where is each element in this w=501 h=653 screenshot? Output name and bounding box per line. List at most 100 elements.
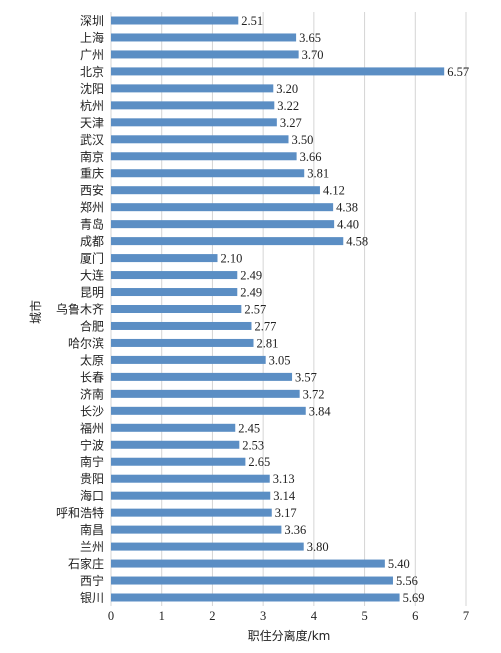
bar-value-label: 3.81 — [307, 167, 329, 181]
bar-value-label: 3.14 — [273, 489, 296, 503]
x-tick-label: 2 — [209, 609, 215, 623]
bar — [111, 559, 385, 568]
bars — [111, 16, 445, 602]
category-label: 长春 — [80, 370, 104, 384]
category-label: 郑州 — [80, 200, 104, 215]
bar — [111, 525, 282, 534]
bar — [111, 254, 218, 263]
category-label: 长沙 — [80, 404, 104, 418]
bar-value-label: 3.50 — [292, 133, 314, 147]
bar-value-label: 4.38 — [336, 201, 358, 215]
bar-value-label: 3.57 — [295, 370, 317, 384]
bar — [111, 338, 254, 347]
category-label: 南昌 — [80, 522, 104, 537]
x-tick-label: 0 — [108, 609, 114, 623]
bar-value-label: 2.53 — [242, 438, 264, 452]
bar — [111, 118, 277, 127]
bar — [111, 33, 297, 42]
bar — [111, 203, 334, 212]
category-label: 成都 — [80, 235, 104, 249]
category-label: 南京 — [80, 149, 104, 164]
category-label: 海口 — [80, 488, 104, 503]
category-label: 广州 — [80, 48, 104, 62]
bar — [111, 271, 238, 280]
bar — [111, 372, 293, 381]
bar-value-label: 5.69 — [403, 591, 425, 605]
category-label: 青岛 — [80, 217, 104, 232]
category-label: 昆明 — [80, 286, 104, 300]
category-label: 济南 — [80, 386, 104, 401]
bar-value-label: 4.40 — [337, 218, 359, 232]
category-label: 哈尔滨 — [68, 335, 104, 350]
bar-value-label: 3.13 — [273, 472, 295, 486]
bar-value-label: 4.58 — [346, 235, 368, 249]
bar-value-label: 2.49 — [240, 269, 262, 283]
x-tick-label: 7 — [463, 609, 469, 623]
x-tick-label: 4 — [311, 609, 318, 623]
category-label: 武汉 — [80, 133, 104, 147]
category-label: 呼和浩特 — [56, 505, 104, 520]
bar — [111, 457, 246, 466]
bar-value-label: 3.20 — [276, 82, 298, 96]
bar-value-label: 2.45 — [238, 421, 260, 435]
category-label: 太原 — [80, 352, 104, 367]
bar — [111, 321, 252, 330]
category-label: 石家庄 — [68, 556, 104, 571]
x-tick-label: 3 — [260, 609, 266, 623]
bar-value-label: 3.22 — [277, 99, 299, 113]
bar — [111, 237, 344, 246]
bar — [111, 491, 271, 500]
bar-value-label: 2.81 — [257, 336, 279, 350]
x-tick-labels: 0 1 2 3 4 5 6 7 — [108, 609, 469, 623]
bar-value-label: 3.70 — [302, 48, 324, 62]
bar — [111, 84, 274, 93]
bar — [111, 576, 393, 585]
bar — [111, 67, 445, 76]
bar — [111, 101, 275, 110]
bar-value-label: 3.84 — [309, 404, 332, 418]
bar-value-label: 3.72 — [303, 387, 325, 401]
bar — [111, 135, 289, 144]
category-label: 西安 — [80, 183, 104, 198]
category-label: 北京 — [80, 65, 104, 79]
category-label: 合肥 — [80, 318, 104, 333]
bar — [111, 593, 400, 602]
bar — [111, 355, 266, 364]
category-label: 兰州 — [80, 540, 104, 554]
category-label: 宁波 — [80, 437, 104, 452]
bar — [111, 542, 304, 551]
category-label: 大连 — [80, 268, 104, 283]
bar-value-label: 3.36 — [284, 523, 306, 537]
bar-value-label: 3.27 — [280, 116, 302, 130]
bar — [111, 389, 300, 398]
bar-value-label: 5.56 — [396, 574, 418, 588]
bar-value-label: 2.51 — [241, 14, 263, 28]
x-tick-label: 6 — [412, 609, 418, 623]
category-label: 上海 — [80, 30, 104, 45]
x-axis-title: 职住分离度/km — [248, 628, 331, 643]
bar-value-label: 3.65 — [299, 31, 321, 45]
category-label: 杭州 — [80, 98, 104, 113]
category-label: 福州 — [80, 420, 104, 435]
category-label: 南宁 — [80, 454, 104, 469]
bar — [111, 508, 272, 517]
bar — [111, 440, 240, 449]
x-tick-label: 5 — [361, 609, 367, 623]
bar — [111, 423, 236, 432]
y-axis-title: 城市 — [28, 300, 43, 324]
category-labels: 深圳上海广州北京沈阳杭州天津武汉南京重庆西安郑州青岛成都厦门大连昆明乌鲁木齐合肥… — [56, 14, 104, 605]
bar — [111, 16, 239, 25]
bar — [111, 220, 335, 229]
bar-value-label: 4.12 — [323, 184, 345, 198]
category-label: 沈阳 — [80, 81, 104, 96]
bar-value-label: 2.65 — [248, 455, 270, 469]
category-label: 乌鲁木齐 — [56, 302, 104, 317]
bar-value-label: 2.77 — [254, 319, 276, 333]
bar-value-label: 6.57 — [447, 65, 469, 79]
bar — [111, 305, 242, 313]
bar — [111, 474, 270, 483]
bar — [111, 288, 238, 297]
bar-value-label: 2.10 — [221, 252, 243, 266]
category-label: 天津 — [80, 116, 104, 130]
